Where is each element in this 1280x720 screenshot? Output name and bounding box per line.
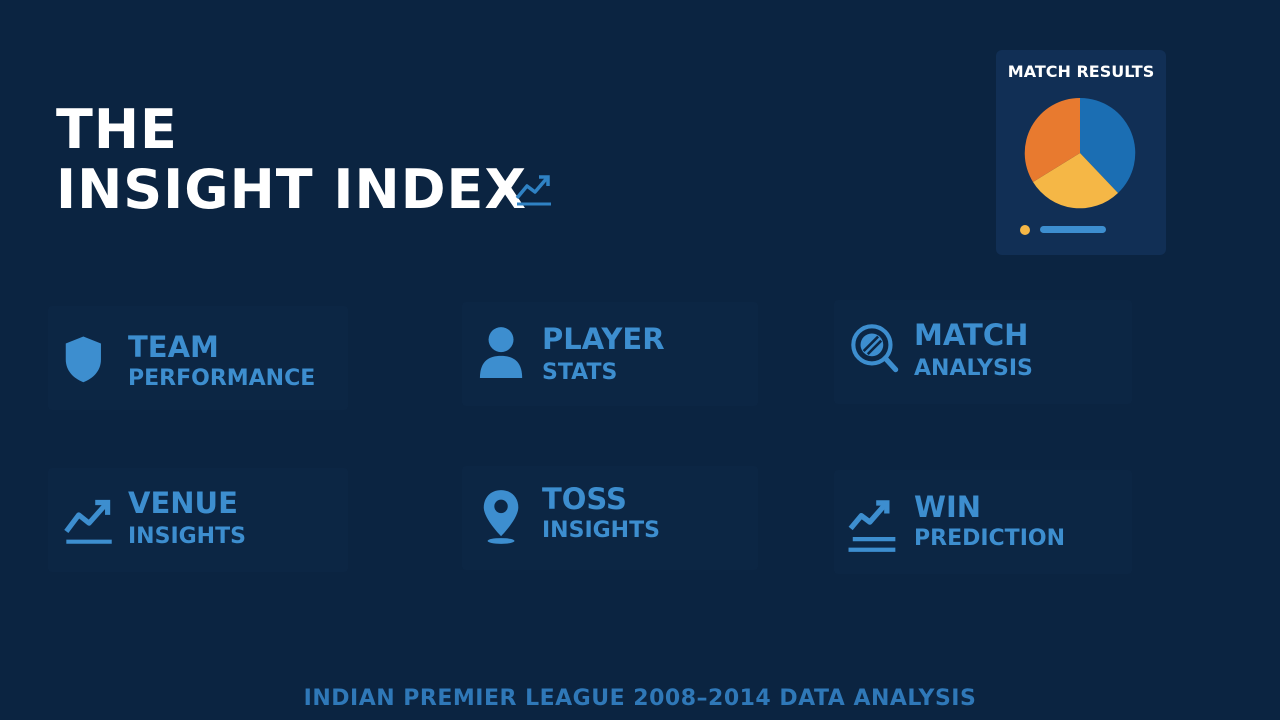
tile-toss-insights[interactable]: TOSS INSIGHTS [462, 466, 758, 570]
match-results-card: MATCH RESULTS [996, 50, 1166, 255]
pie-slice-orange [1024, 97, 1080, 182]
tile-label-line2: STATS [542, 360, 618, 385]
tile-label-line1: PLAYER [542, 322, 665, 356]
trend-up-icon [515, 175, 551, 206]
tile-venue-insights[interactable]: VENUE INSIGHTS [48, 468, 348, 572]
trend-up-icon [848, 500, 896, 552]
tile-win-prediction[interactable]: WIN PREDICTION [834, 470, 1132, 574]
pie-slice-blue [1080, 97, 1136, 193]
tile-label-line1: MATCH [914, 318, 1029, 352]
tile-label-line1: WIN [914, 490, 982, 524]
magnifier-ball-icon [851, 324, 899, 373]
tile-player-stats[interactable]: PLAYER STATS [462, 302, 758, 406]
tile-label-line2: INSIGHTS [542, 518, 660, 543]
location-pin-icon [483, 490, 519, 544]
user-icon [479, 327, 523, 378]
card-title: MATCH RESULTS [1007, 62, 1155, 81]
legend-bar [1040, 226, 1106, 233]
page-title: THE INSIGHT INDEX [56, 100, 527, 220]
tile-label-line2: PERFORMANCE [128, 366, 316, 391]
shield-icon [65, 336, 101, 383]
tile-label-line1: VENUE [128, 486, 238, 520]
pie-chart-icon [1020, 97, 1136, 235]
pie-slice-yellow [1033, 153, 1118, 209]
tile-label-line2: ANALYSIS [914, 356, 1033, 381]
legend-dot [1020, 225, 1030, 235]
tile-label-line2: INSIGHTS [128, 524, 246, 549]
tile-match-analysis[interactable]: MATCH ANALYSIS [834, 300, 1132, 404]
tile-label-line2: PREDICTION [914, 526, 1065, 551]
footer-caption: INDIAN PREMIER LEAGUE 2008–2014 DATA ANA… [303, 686, 977, 711]
title-line-1: THE [56, 98, 178, 161]
title-line-2: INSIGHT INDEX [56, 158, 528, 221]
trend-up-icon [64, 499, 112, 544]
tile-team-performance[interactable]: TEAM PERFORMANCE [48, 306, 348, 410]
tile-label-line1: TEAM [128, 330, 219, 364]
tile-label-line1: TOSS [542, 482, 627, 516]
